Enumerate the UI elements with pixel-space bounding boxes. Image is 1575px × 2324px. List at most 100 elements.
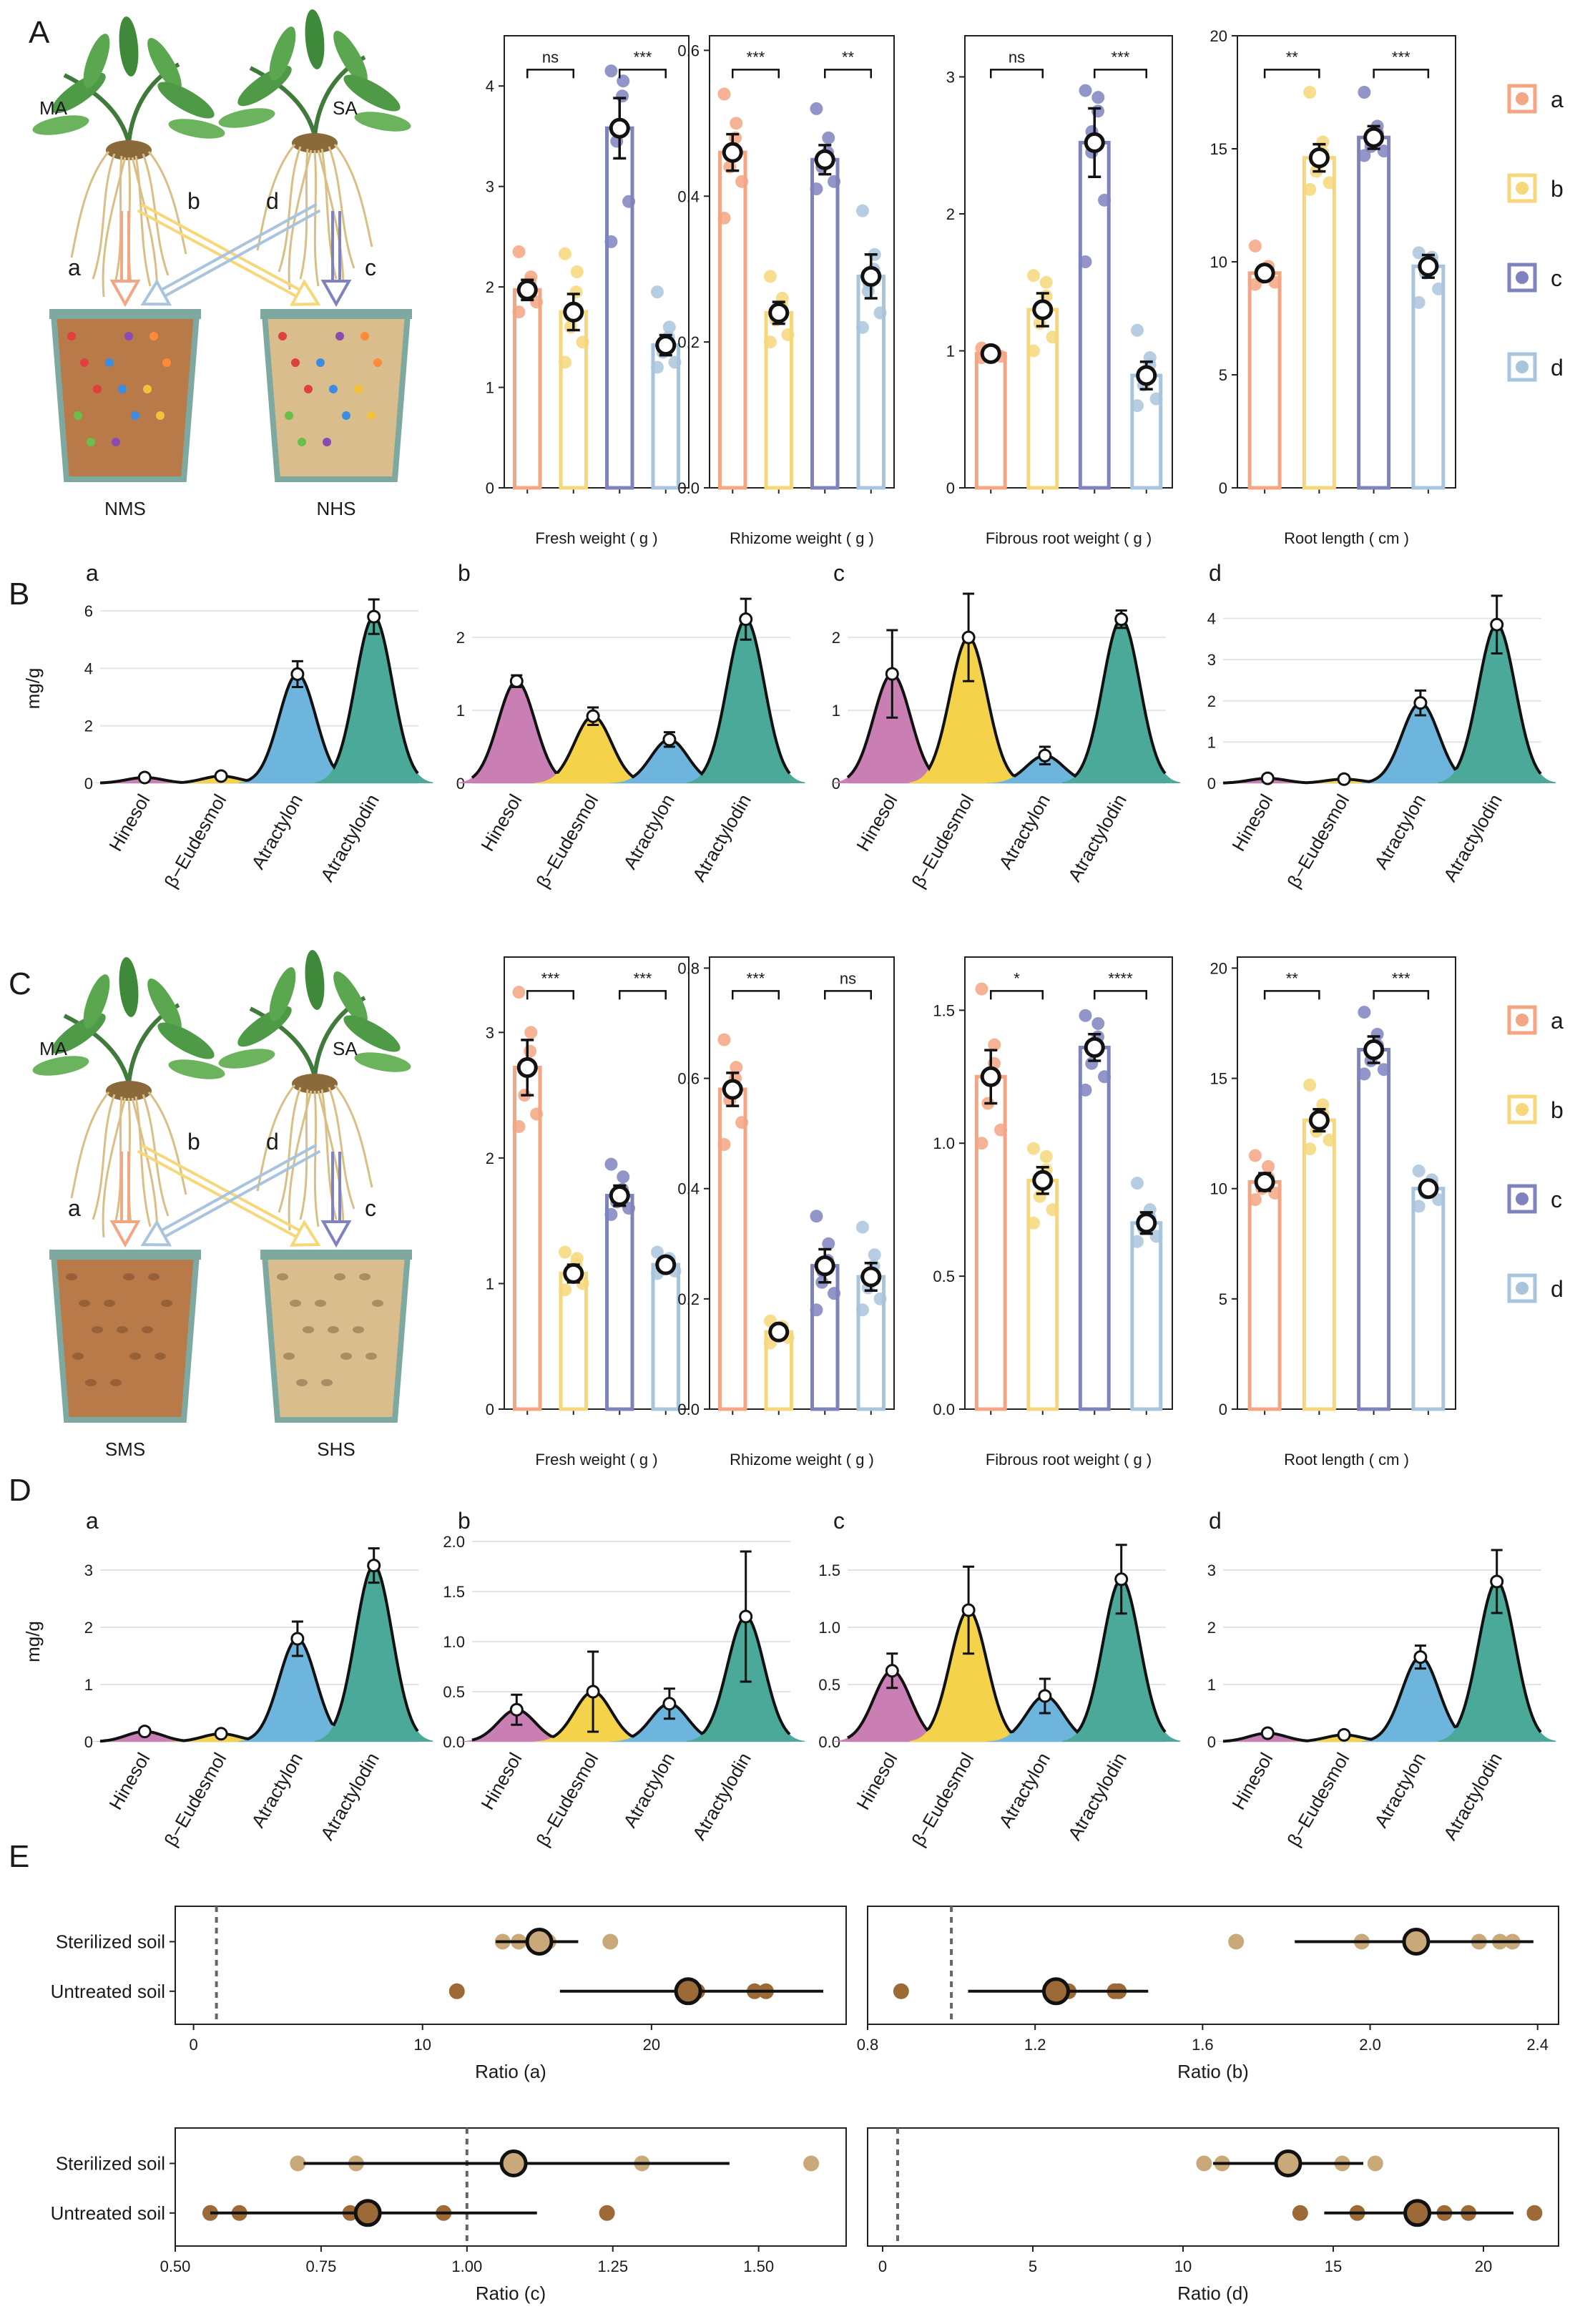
subpanel-label: c [833,560,845,586]
significance-label: *** [747,969,765,987]
bar-a [974,351,1007,490]
data-point [975,982,988,996]
data-point [1026,269,1040,283]
data-point [558,1283,571,1297]
significance-label: ** [1286,48,1299,66]
legend-label-b: b [1551,1097,1564,1123]
legend-dot [1516,1103,1529,1116]
mean-point [1337,1727,1351,1742]
mean-point [1038,1689,1052,1703]
significance-label: *** [1392,48,1410,66]
mean-point [1114,1572,1129,1587]
data-point [810,102,823,115]
plant-sa-icon [217,9,413,290]
data-point [730,117,743,130]
data-point [1377,1063,1390,1077]
mean-point [980,1066,1001,1087]
significance-bracket [619,69,667,79]
mean-point [1363,127,1385,148]
legend-key-c [1507,263,1537,293]
x-tick-label: Hinesol [1227,790,1277,855]
mean-point [1136,1212,1157,1234]
significance-bracket [732,990,780,1000]
data-point [650,361,664,374]
data-point [1358,1067,1371,1081]
data-point [873,1292,887,1305]
bar-b [1302,1118,1336,1411]
mean-point [662,732,677,747]
chart-A1: 0 1 2 3 4 ns *** Fresh weight ( g ) [486,35,690,547]
y-tick-label: 0 [946,479,955,497]
data-point [1130,323,1144,337]
mean-point [563,301,584,323]
mean-point [885,667,899,681]
x-tick-label: β−Eudesmol [1282,790,1353,891]
x-tick-label: Atractylon [994,1749,1054,1831]
x-tick-label: 1.2 [1024,2036,1046,2054]
data-point [617,1170,630,1184]
x-axis-title: Ratio (a) [475,2061,546,2082]
y-tick-label: 0.0 [818,1733,840,1751]
x-axis-title: Root length ( cm ) [1284,529,1409,547]
data-point [1026,1216,1040,1230]
mean-point [1254,1171,1275,1192]
arrow-c [320,211,352,308]
y-tick-label: 3 [1207,651,1216,669]
legend: a b c d [1507,84,1564,382]
x-axis-title: Rhizome weight ( g ) [730,529,874,547]
data-point [1432,282,1446,295]
panel-label-A: A [29,15,50,50]
label-sa: SA [333,97,358,119]
mean-point [1084,132,1105,153]
x-axis-title: Ratio (c) [476,2283,546,2304]
x-tick-label: β−Eudesmol [531,1749,602,1850]
mean-point [499,2149,528,2177]
data-point [1358,149,1371,162]
density-outline [99,1564,419,1743]
x-tick-label: Atractylon [994,790,1054,873]
bar-a [1247,1180,1282,1411]
legend-dot [1516,92,1529,105]
data-point [735,1116,749,1129]
density-outline [846,617,1167,779]
y-tick-label: 0.4 [677,187,700,205]
bar-a [513,288,542,490]
peak-Atractylodin [315,1565,433,1742]
y-tick-label: 0 [486,1401,494,1418]
x-tick-label: Atractylon [247,1749,307,1831]
x-tick-label: β−Eudesmol [531,790,602,891]
y-tick-label: 2 [1207,692,1216,710]
data-point [558,356,571,369]
data-point [1358,86,1371,99]
data-point [717,211,731,225]
mean-point [1402,1928,1431,1956]
x-tick-label: β−Eudesmol [1282,1749,1353,1850]
mean-point [655,335,677,356]
density-outline [471,1615,791,1742]
data-point [855,320,869,334]
significance-bracket [1373,990,1430,1000]
data-point [1323,176,1336,190]
chart-A3: 0 1 2 3 ns *** Fibrous root weight ( g ) [946,35,1173,547]
chart-E2: 0.8 1.2 1.6 2.0 2.4 Ratio (b) [857,1906,1559,2082]
plot-frame [709,35,895,489]
legend-dot [1516,182,1529,195]
mean-point [137,770,152,785]
y-tick-label: 1 [1207,733,1216,751]
x-tick-label: Atractylodin [1439,790,1506,886]
mean-point [722,1079,743,1100]
legend-key-b [1507,173,1537,203]
diagram-C: MA SA a b d c SMS SHS [31,949,413,1460]
y-tick-label: 3 [486,1024,494,1041]
data-point [1412,1165,1426,1178]
legend-key-a [1507,1005,1537,1035]
bar-a [718,150,747,490]
y-tick-label: 0.4 [677,1180,700,1198]
data-point [855,204,869,217]
chart-C2: 0.0 0.2 0.4 0.6 0.8 *** ns Rhizome weight ( g ) [677,956,895,1469]
legend-label-b: b [1551,176,1564,202]
mean-point [214,769,228,783]
x-axis-title: Ratio (b) [1177,2061,1249,2082]
mean-point [367,1559,381,1573]
data-point [717,1138,731,1152]
